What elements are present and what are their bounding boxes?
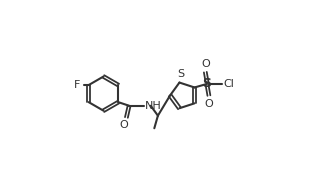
Text: Cl: Cl bbox=[223, 79, 234, 89]
Text: NH: NH bbox=[145, 101, 162, 111]
Text: S: S bbox=[178, 69, 185, 79]
Text: O: O bbox=[201, 59, 210, 69]
Text: F: F bbox=[74, 80, 81, 90]
Text: O: O bbox=[204, 99, 213, 109]
Text: S: S bbox=[202, 77, 212, 90]
Text: O: O bbox=[120, 120, 129, 130]
